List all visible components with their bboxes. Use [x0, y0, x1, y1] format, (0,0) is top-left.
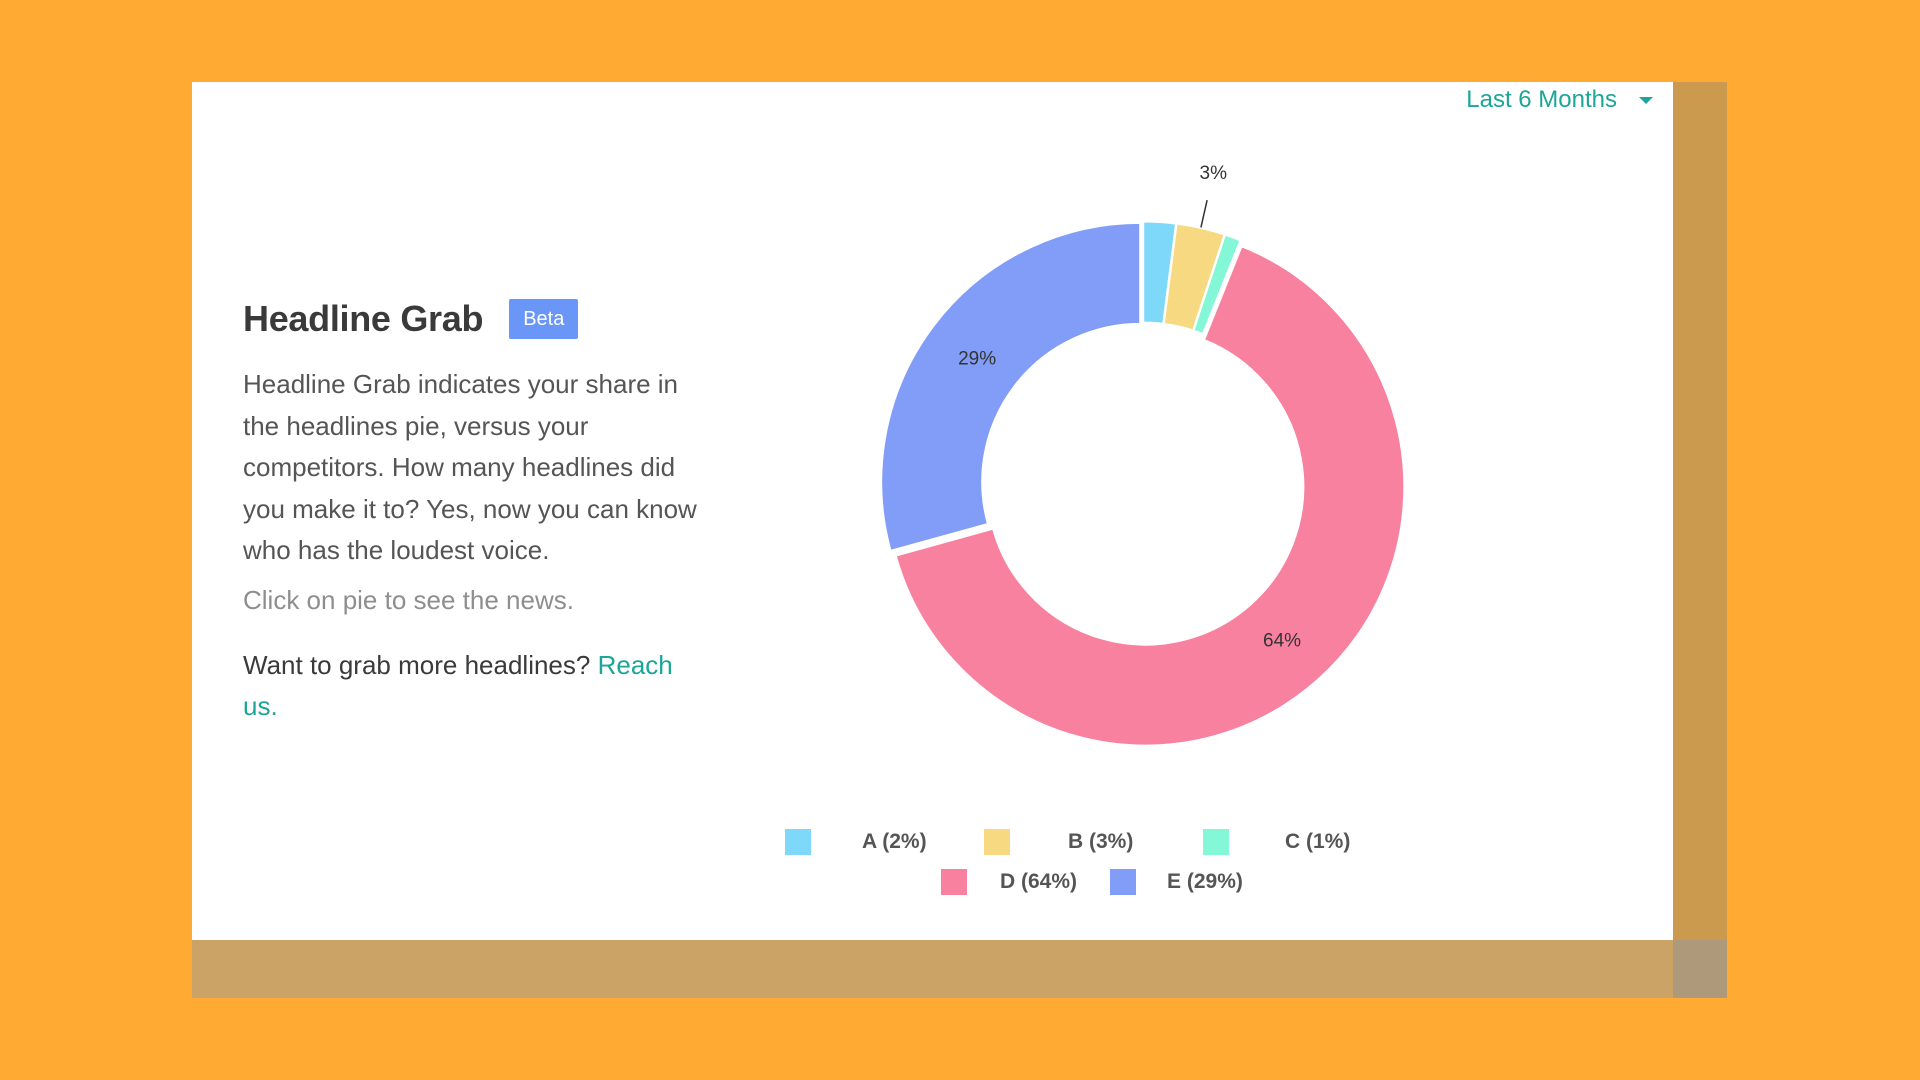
legend-label-a: A (2%) — [862, 830, 927, 853]
legend-swatch-a — [785, 829, 811, 855]
legend-item-b[interactable]: B (3%) — [984, 829, 1133, 855]
frame-shadow-right — [1673, 82, 1727, 940]
beta-badge: Beta — [509, 299, 579, 339]
slice-label-d: 64% — [1263, 630, 1301, 651]
period-label: Last 6 Months — [1466, 86, 1617, 113]
chart-legend: A (2%) B (3%) C (1%) D (64%) E (29%) — [192, 82, 1673, 940]
period-dropdown[interactable]: Last 6 Months — [1466, 86, 1653, 114]
caret-down-icon — [1639, 96, 1653, 104]
donut-chart[interactable]: 3% 64% 29% — [192, 82, 1673, 940]
slice-label-e: 29% — [958, 349, 996, 370]
legend-label-b: B (3%) — [1068, 830, 1134, 853]
legend-label-c: C (1%) — [1285, 830, 1351, 853]
frame-shadow-corner — [1673, 940, 1727, 998]
info-panel: Headline Grab Beta Headline Grab indicat… — [243, 298, 713, 728]
frame-shadow-bottom — [192, 940, 1673, 998]
legend-swatch-b — [984, 829, 1010, 855]
leader-line-b — [1200, 199, 1208, 228]
page-title: Headline Grab — [243, 298, 484, 339]
headline-grab-card: Last 6 Months Headline Grab Beta Headlin… — [192, 82, 1673, 940]
legend-swatch-d — [941, 869, 967, 895]
legend-item-a[interactable]: A (2%) — [785, 829, 927, 855]
legend-item-c[interactable]: C (1%) — [1203, 829, 1350, 855]
legend-label-e: E (29%) — [1167, 870, 1243, 893]
legend-swatch-c — [1203, 829, 1229, 855]
legend-swatch-e — [1110, 869, 1136, 895]
legend-item-e[interactable]: E (29%) — [1110, 869, 1243, 895]
title-row: Headline Grab Beta — [243, 298, 713, 340]
slice-d[interactable] — [894, 244, 1406, 747]
cta-text: Want to grab more headlines? Reach us. — [243, 645, 703, 728]
slice-label-b: 3% — [1200, 163, 1228, 184]
description-text: Headline Grab indicates your share in th… — [243, 369, 697, 565]
slice-c[interactable] — [1192, 233, 1242, 336]
reach-us-link[interactable]: Reach us. — [243, 649, 673, 722]
hint-text: Click on pie to see the news. — [243, 584, 574, 615]
cta-prefix: Want to grab more headlines? — [243, 649, 591, 680]
legend-item-d[interactable]: D (64%) — [941, 869, 1077, 895]
legend-label-d: D (64%) — [1000, 870, 1078, 893]
slice-e[interactable] — [880, 221, 1142, 553]
